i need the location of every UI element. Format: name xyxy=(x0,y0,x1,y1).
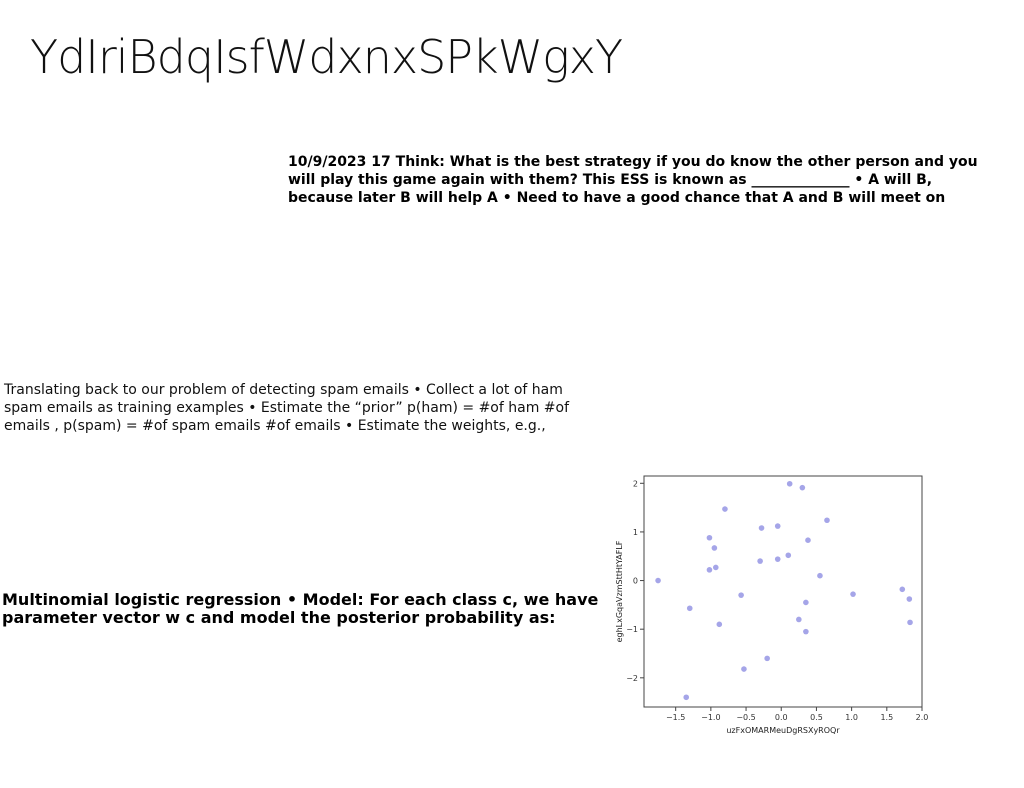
scatter-point xyxy=(683,694,690,701)
scatter-point xyxy=(803,628,809,635)
y-axis-label: eghLxGqaVzmSttHtYAFLF xyxy=(615,540,624,642)
scatter-point xyxy=(824,517,830,524)
scatter-point xyxy=(785,552,792,559)
scatter-point xyxy=(655,577,661,584)
x-tick-label: −0.5 xyxy=(736,713,755,722)
x-tick-label: 0.0 xyxy=(775,713,788,722)
page-title: YdIriBdqIsfWdxnxSPkWgxY xyxy=(30,30,623,84)
y-tick-label: 1 xyxy=(633,528,638,537)
scatter-point xyxy=(786,480,793,487)
scatter-point xyxy=(711,545,718,551)
x-tick-label: 0.5 xyxy=(810,713,823,722)
scatter-point xyxy=(722,506,728,512)
y-tick-label: −2 xyxy=(626,674,638,683)
x-tick-label: 1.0 xyxy=(845,713,858,722)
x-tick-label: 2.0 xyxy=(916,713,929,722)
y-tick-label: 0 xyxy=(633,577,638,586)
scatter-point xyxy=(738,592,744,598)
x-axis-label: uzFxOMARMeuDgRSXyROQr xyxy=(726,726,840,735)
scatter-point xyxy=(805,537,811,543)
scatter-chart-svg: −1.5 −1.0 −0.5 0.0 0.5 1.0 1.5 2.0 −2 −1 0 1 2 uzFxOM… xyxy=(615,475,929,735)
scatter-point xyxy=(757,558,763,564)
scatter-point xyxy=(899,586,906,593)
x-tick-label: −1.5 xyxy=(666,713,685,722)
scatter-point xyxy=(906,596,913,602)
scatter-point xyxy=(741,666,747,672)
scatter-point xyxy=(774,523,781,529)
scatter-point xyxy=(712,564,719,571)
scatter-point xyxy=(796,616,802,623)
scatter-point xyxy=(686,605,693,612)
scatter-point xyxy=(706,567,713,573)
scatter-point xyxy=(764,655,770,662)
scatter-point xyxy=(803,599,809,606)
bold-text-block: Multinomial logistic regression • Model:… xyxy=(2,590,599,627)
x-tick-label: −1.0 xyxy=(701,713,720,722)
heavy-text-block: 10/9/2023 17 Think: What is the best str… xyxy=(288,154,978,206)
y-tick-label: −1 xyxy=(626,625,638,634)
scatter-point xyxy=(774,556,781,562)
scatter-point xyxy=(907,619,913,626)
light-text-block: Translating back to our problem of detec… xyxy=(4,382,570,434)
scatter-point xyxy=(817,572,823,579)
scatter-point xyxy=(716,621,723,628)
scatter-point xyxy=(706,534,713,541)
plot-frame xyxy=(643,475,923,708)
y-tick-label: 2 xyxy=(633,479,638,488)
x-tick-label: 1.5 xyxy=(880,713,893,722)
scatter-chart: −1.5 −1.0 −0.5 0.0 0.5 1.0 1.5 2.0 −2 −1 0 1 2 uzFxOM… xyxy=(606,464,936,744)
scatter-point xyxy=(799,484,806,491)
scatter-point xyxy=(850,591,856,597)
scatter-point xyxy=(758,525,765,531)
